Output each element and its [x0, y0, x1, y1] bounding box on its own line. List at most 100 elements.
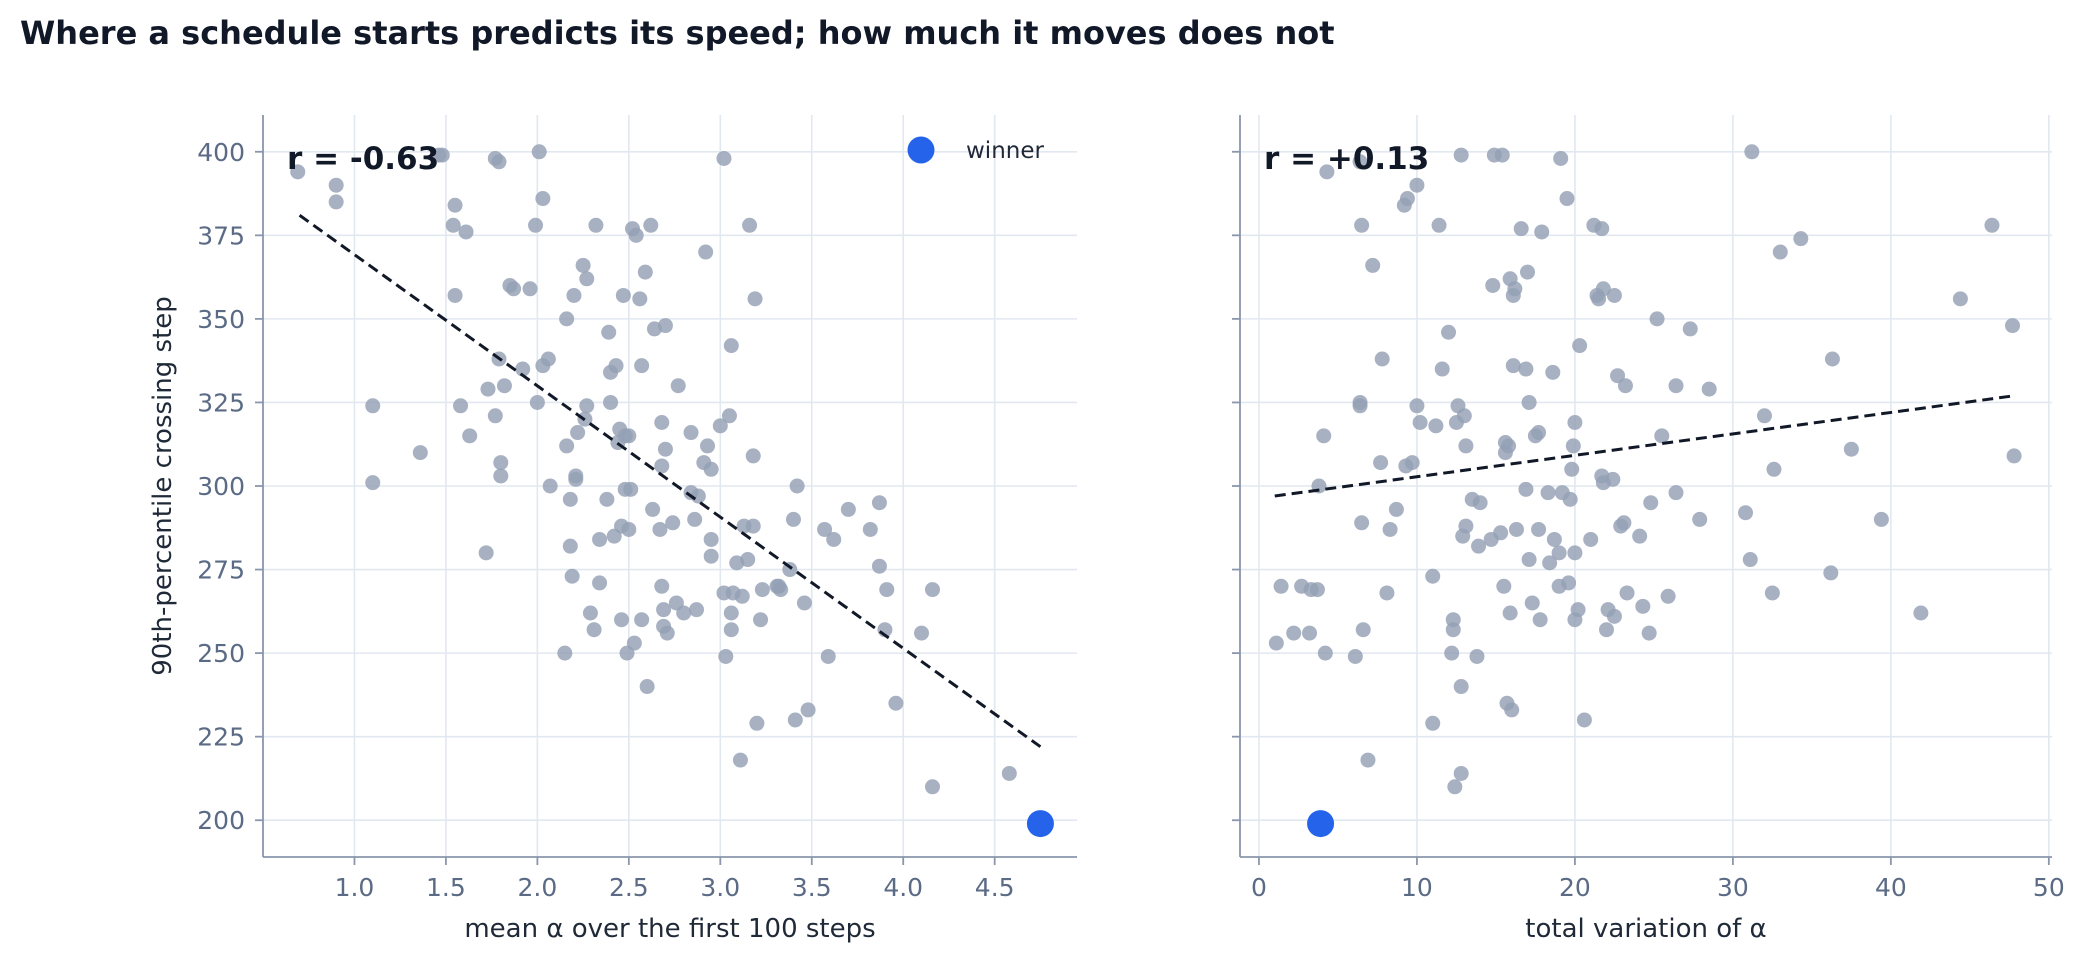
data-point [1507, 281, 1523, 297]
data-point [1354, 217, 1370, 233]
y-tick-label: 325 [197, 388, 245, 417]
data-point [1649, 311, 1665, 327]
data-point [535, 191, 551, 207]
data-point [487, 408, 503, 424]
data-point [1504, 702, 1520, 718]
data-point [1606, 287, 1622, 303]
data-point [601, 324, 617, 340]
trend-line [298, 214, 1042, 748]
data-point [1354, 515, 1370, 531]
data-point [1412, 414, 1428, 430]
data-point [1472, 495, 1488, 511]
data-point [1682, 321, 1698, 337]
data-point [1379, 585, 1395, 601]
data-point [1823, 565, 1839, 581]
data-point [1521, 552, 1537, 568]
data-point [1508, 521, 1524, 537]
data-point [1001, 765, 1017, 781]
data-point [1984, 217, 2000, 233]
y-axis-label: 90th-percentile crossing step [148, 296, 178, 676]
data-point [1641, 625, 1657, 641]
data-point [754, 582, 770, 598]
data-point [568, 471, 584, 487]
data-point [753, 612, 769, 628]
data-point [531, 144, 547, 160]
data-point [328, 177, 344, 193]
data-point [634, 612, 650, 628]
x-tick-label: 30 [1717, 873, 1749, 902]
data-point [1453, 147, 1469, 163]
right-scatter-panel: 0 10 20 30 40 50 total variation of α r = +0.13 [1232, 115, 2065, 944]
data-point [879, 582, 895, 598]
data-point [1567, 414, 1583, 430]
data-point [1458, 438, 1474, 454]
data-point [586, 622, 602, 638]
data-point [773, 582, 789, 598]
data-point [1485, 277, 1501, 293]
data-point [639, 679, 655, 695]
x-tick-label: 2.0 [517, 873, 557, 902]
data-point [480, 381, 496, 397]
data-point [1505, 358, 1521, 374]
data-point [654, 458, 670, 474]
data-point [1546, 531, 1562, 547]
data-point [1319, 164, 1335, 180]
data-point [1562, 491, 1578, 507]
data-point [570, 425, 586, 441]
x-tick-label: 3.0 [700, 873, 740, 902]
data-point [621, 521, 637, 537]
data-point [562, 491, 578, 507]
data-point [1616, 515, 1632, 531]
left-scatter-panel: 1.0 1.5 2.0 2.5 3.0 3.5 4.0 4.5 200 225 250 275 300 3… [148, 115, 1077, 944]
data-point [1617, 378, 1633, 394]
data-point [1660, 588, 1676, 604]
data-point [1374, 351, 1390, 367]
data-point [1606, 608, 1622, 624]
data-point [1793, 231, 1809, 247]
data-point [718, 648, 734, 664]
data-point [1764, 585, 1780, 601]
data-point [562, 538, 578, 554]
data-point [1564, 461, 1580, 477]
data-point [564, 568, 580, 584]
data-point [1531, 425, 1547, 441]
data-point [1583, 531, 1599, 547]
x-tick-label: 10 [1401, 873, 1433, 902]
data-point [657, 318, 673, 334]
data-point [670, 378, 686, 394]
data-point [1428, 418, 1444, 434]
data-point [703, 548, 719, 564]
data-point [687, 511, 703, 527]
data-point [434, 147, 450, 163]
data-point [1772, 244, 1788, 260]
y-tick-label: 250 [197, 639, 245, 668]
data-point [588, 217, 604, 233]
data-point [1551, 545, 1567, 561]
data-point [1447, 779, 1463, 795]
y-tick-label: 275 [197, 556, 245, 585]
data-point [1632, 528, 1648, 544]
data-point [1635, 598, 1651, 614]
data-point [493, 468, 509, 484]
correlation-annotation: r = +0.13 [1264, 141, 1429, 177]
data-point [1471, 538, 1487, 554]
data-point [914, 625, 930, 641]
data-point [1744, 144, 1760, 160]
data-point [1520, 264, 1536, 280]
data-point [1453, 765, 1469, 781]
data-point [643, 217, 659, 233]
data-point [1388, 501, 1404, 517]
data-point [1534, 224, 1550, 240]
data-point [615, 287, 631, 303]
data-point [1502, 605, 1518, 621]
data-point [800, 702, 816, 718]
data-point [1567, 545, 1583, 561]
data-point [657, 441, 673, 457]
data-point [796, 595, 812, 611]
data-point [592, 575, 608, 591]
x-tick-label: 1.5 [426, 873, 466, 902]
data-point [634, 358, 650, 374]
data-point [365, 475, 381, 491]
data-point [1352, 398, 1368, 414]
data-point [1360, 752, 1376, 768]
